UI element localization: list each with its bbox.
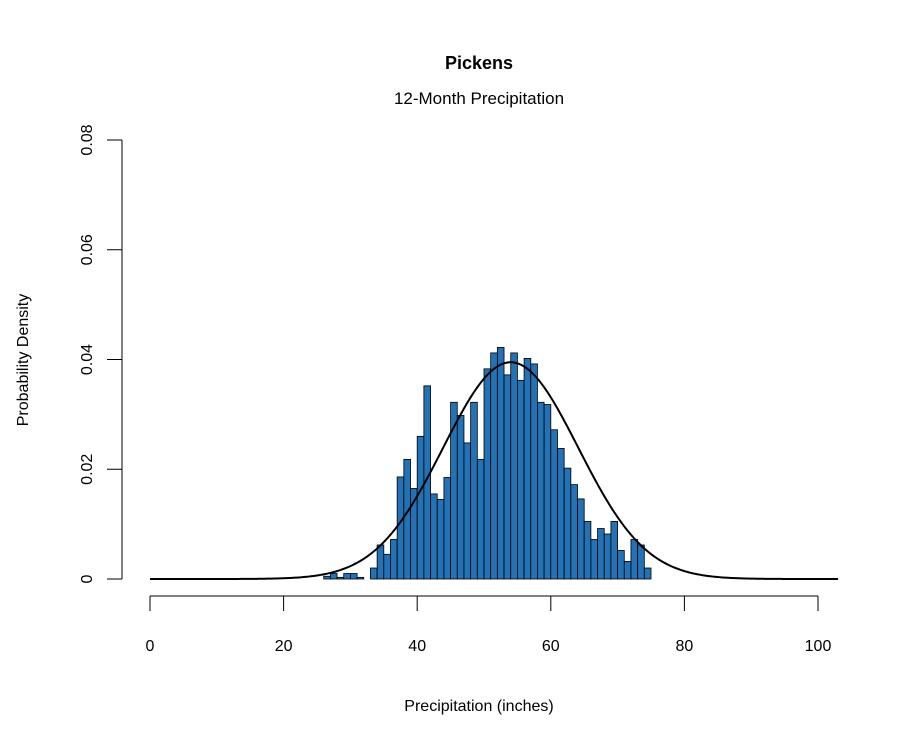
histogram-bar (329, 573, 338, 580)
histogram-bar (483, 368, 492, 580)
chart-subtitle: 12-Month Precipitation (394, 89, 564, 108)
histogram-bar (503, 374, 512, 580)
x-axis: 0 20 40 60 80 100 (146, 595, 832, 655)
histogram-bar (523, 357, 532, 580)
x-axis-label: Precipitation (inches) (404, 698, 553, 715)
histogram-bar (543, 404, 552, 580)
histogram-bar (416, 435, 425, 580)
histogram-bar (590, 539, 598, 580)
histogram-bar (396, 476, 405, 580)
x-tick-label: 100 (805, 638, 832, 655)
histogram-bar (430, 493, 438, 580)
histogram-bar (550, 429, 558, 580)
histogram-bars (323, 347, 652, 580)
chart-title: Pickens (445, 53, 513, 73)
x-tick-label: 60 (542, 638, 560, 655)
x-tick-label: 0 (146, 638, 155, 655)
histogram-bar (349, 573, 358, 580)
histogram-bar (557, 447, 565, 580)
histogram-bar (637, 544, 645, 580)
normal-curve (150, 361, 839, 580)
histogram-bar (390, 539, 398, 580)
histogram-bar (343, 573, 351, 580)
histogram-bar (376, 544, 385, 580)
histogram-bar (537, 401, 545, 580)
histogram-bar (570, 484, 578, 580)
y-axis: 0 0.02 0.04 0.06 0.08 (79, 124, 123, 583)
histogram-bar (603, 533, 612, 580)
histogram-bar (356, 576, 365, 580)
normal-curve-layer (150, 361, 839, 580)
histogram-bar (530, 363, 538, 580)
y-tick-label: 0.02 (79, 454, 96, 485)
y-tick-label: 0.08 (79, 124, 96, 155)
histogram-bar (617, 550, 625, 580)
histogram-bar (577, 498, 585, 580)
histogram-bar (383, 553, 391, 580)
histogram-bar (563, 467, 572, 580)
y-tick-label: 0 (79, 574, 96, 583)
histogram-bar (336, 576, 345, 580)
histogram-bar (496, 347, 505, 580)
histogram-bar (443, 477, 452, 580)
y-axis-label: Probability Density (15, 294, 32, 427)
histogram-bar (476, 458, 485, 580)
y-tick-label: 0.04 (79, 344, 96, 375)
histogram-bar (630, 539, 639, 580)
histogram-bar (610, 520, 618, 580)
x-tick-label: 20 (275, 638, 293, 655)
histogram-bar (456, 415, 465, 580)
histogram-bar (623, 561, 632, 580)
histogram-bar (583, 520, 592, 580)
histogram-bar (643, 567, 652, 580)
x-tick-label: 80 (676, 638, 694, 655)
x-tick-label: 40 (408, 638, 426, 655)
histogram-bar (470, 401, 478, 580)
histogram-bar (370, 567, 378, 580)
histogram-bar (323, 575, 331, 580)
histogram-bar (510, 352, 518, 580)
histogram-bar (403, 458, 411, 580)
histogram-bar (517, 379, 525, 580)
histogram-bar (436, 499, 445, 580)
y-tick-label: 0.06 (79, 234, 96, 265)
histogram-bar (490, 352, 498, 580)
histogram-bar (597, 528, 605, 580)
histogram-bar (463, 442, 472, 580)
